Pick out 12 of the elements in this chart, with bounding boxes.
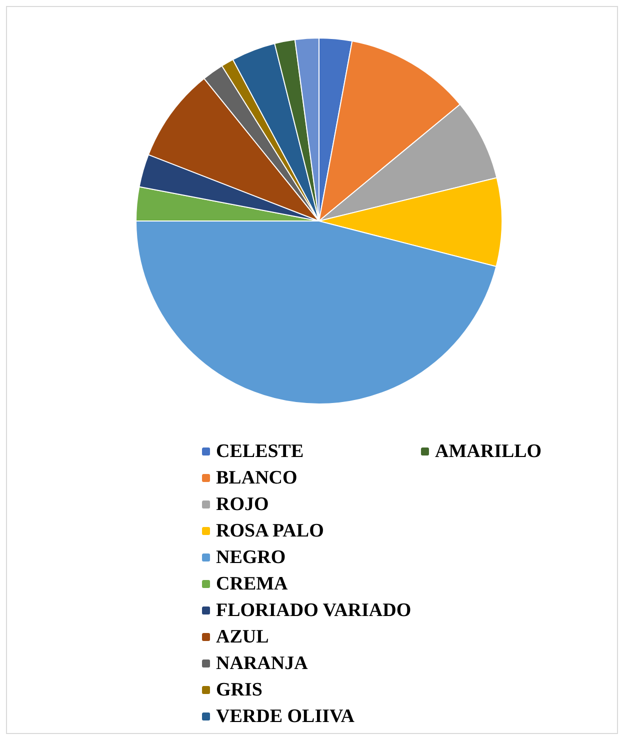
legend-label: NARANJA xyxy=(216,653,308,674)
legend-label: ROSA PALO xyxy=(216,520,324,542)
legend-label: CELESTE xyxy=(216,441,304,462)
legend-label: GRIS xyxy=(216,680,262,700)
legend-label: AZUL xyxy=(216,626,269,648)
legend-label: CREMA xyxy=(216,574,288,594)
legend-label: NEGRO xyxy=(216,547,286,568)
legend-label: AMARILLO xyxy=(434,441,542,462)
legend-label: ROJO xyxy=(216,494,269,515)
legend-label: BLANCO xyxy=(216,468,298,488)
legend-label: FLORIADO VARIADO xyxy=(216,600,412,621)
legend-label: VERDE OLIIVA xyxy=(216,706,355,727)
